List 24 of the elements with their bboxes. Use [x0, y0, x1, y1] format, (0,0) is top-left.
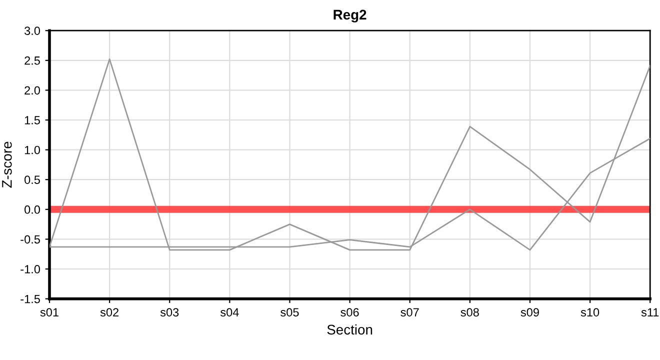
y-tick-label: 1.5 [24, 116, 40, 124]
x-tick-label: s05 [280, 308, 299, 316]
y-tick-label: -1.0 [20, 265, 40, 274]
x-tick-label: s03 [160, 308, 179, 316]
x-tick-label: s06 [340, 308, 359, 316]
y-tick-label: 2.0 [24, 86, 40, 95]
y-tick-label: 0.0 [24, 205, 40, 214]
y-tick-label: -0.5 [20, 235, 40, 244]
x-tick-label: s11 [641, 308, 659, 316]
x-tick-label: s10 [580, 308, 600, 316]
x-tick-label: s08 [460, 308, 479, 316]
y-tick-label: 1.0 [24, 146, 40, 154]
y-axis-title: Z-score [2, 142, 12, 188]
x-axis-title: Section [327, 324, 372, 335]
x-tick-label: s09 [520, 308, 539, 316]
x-tick-label: s01 [40, 308, 58, 316]
y-tick-label: 2.5 [24, 56, 40, 65]
y-tick-label: -1.5 [20, 294, 40, 304]
chart-title: Reg2 [334, 10, 366, 22]
y-tick-label: 0.5 [24, 176, 40, 184]
x-tick-label: s07 [400, 308, 419, 316]
x-tick-label: s04 [220, 308, 239, 316]
x-tick-label: s02 [100, 308, 118, 316]
y-tick-label: 3.0 [24, 26, 40, 35]
